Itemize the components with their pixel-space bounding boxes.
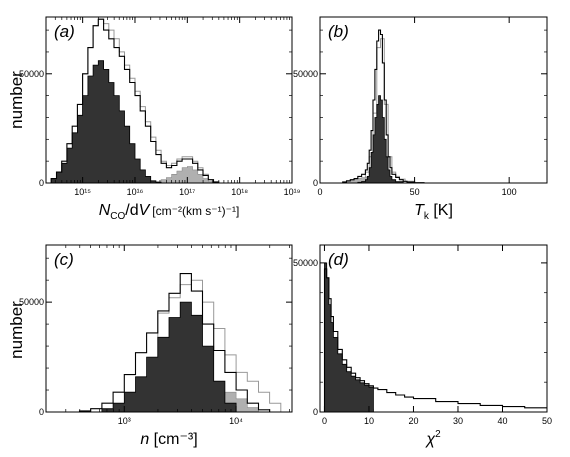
x-axis-title: Tk [K] bbox=[414, 202, 453, 222]
x-tick-label: 10 bbox=[364, 416, 374, 426]
x-tick-label: 20 bbox=[408, 416, 418, 426]
x-axis-title: χ2 bbox=[424, 429, 441, 448]
plot-frame bbox=[319, 16, 548, 184]
panel-d: 0 10 20 30 40 50 0 50000 (d) χ2 bbox=[293, 244, 552, 448]
panel-c: 10³ 10⁴ 0 50000 (c) number n [cm⁻³] bbox=[7, 244, 293, 448]
panel-label: (b) bbox=[328, 22, 349, 41]
x-tick-label: 0 bbox=[317, 187, 322, 197]
y-tick-label: 0 bbox=[313, 407, 318, 417]
x-tick-label: 10¹⁸ bbox=[231, 187, 248, 197]
series-fill-dark bbox=[90, 301, 237, 412]
x-tick-label: 10¹⁹ bbox=[284, 187, 301, 197]
x-tick-label: 30 bbox=[453, 416, 463, 426]
series-outline-gray bbox=[157, 279, 282, 412]
y-axis-title: number bbox=[7, 301, 26, 359]
x-tick-label: 10³ bbox=[118, 416, 131, 426]
plot-frame bbox=[45, 16, 293, 184]
x-tick-label: 40 bbox=[497, 416, 507, 426]
x-tick-label: 50 bbox=[542, 416, 552, 426]
panel-a: 10¹⁵ 10¹⁶ 10¹⁷ 10¹⁸ 10¹⁹ 0 50000 (a) number NCO/d… bbox=[7, 16, 301, 222]
y-tick-label: 0 bbox=[39, 178, 44, 188]
series-outline-black bbox=[46, 18, 220, 183]
x-tick-label: 100 bbox=[502, 187, 517, 197]
x-tick-label: 50 bbox=[410, 187, 420, 197]
series-fill-dark bbox=[46, 60, 162, 183]
x-axis-title: n [cm⁻³] bbox=[140, 431, 197, 448]
panel-label: (a) bbox=[54, 22, 75, 41]
y-axis-title: number bbox=[7, 71, 26, 129]
x-tick-label: 10¹⁶ bbox=[127, 187, 144, 197]
series-fill-dark bbox=[324, 262, 374, 412]
panel-label: (c) bbox=[54, 250, 74, 269]
y-tick-label: 50000 bbox=[293, 69, 318, 79]
y-tick-label: 0 bbox=[39, 407, 44, 417]
series-outline-black bbox=[338, 29, 425, 183]
y-tick-label: 0 bbox=[313, 178, 318, 188]
series-outline-black bbox=[68, 273, 271, 412]
x-axis-title: NCO/dV [cm⁻²(km s⁻¹)⁻¹] bbox=[99, 202, 240, 222]
y-tick-label: 50000 bbox=[293, 258, 318, 268]
series-fill-gray bbox=[150, 166, 214, 183]
x-tick-label: 10¹⁷ bbox=[179, 187, 195, 197]
x-tick-label: 10¹⁵ bbox=[74, 187, 91, 197]
plot-frame bbox=[45, 244, 293, 413]
y-tick-label: 50000 bbox=[19, 69, 44, 79]
y-tick-label: 50000 bbox=[19, 297, 44, 307]
series-fill-dark bbox=[354, 95, 404, 183]
panel-b: 0 50 100 0 50000 (b) Tk [K] bbox=[293, 16, 548, 222]
x-tick-label: 0 bbox=[322, 416, 327, 426]
x-tick-label: 10⁴ bbox=[229, 416, 243, 426]
panel-label: (d) bbox=[328, 250, 349, 269]
plot-frame bbox=[319, 244, 548, 413]
series-outline-black bbox=[323, 268, 547, 412]
